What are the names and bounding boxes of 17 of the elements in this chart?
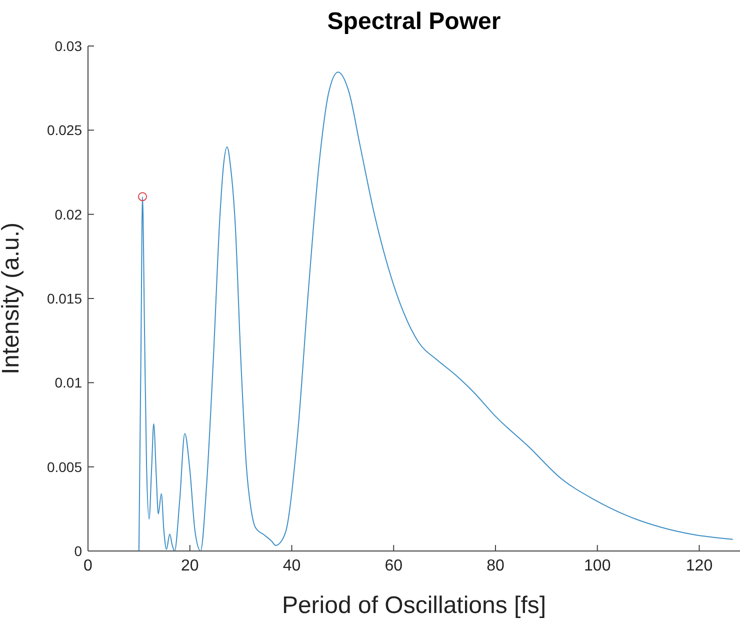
- x-tick-label: 60: [384, 557, 403, 574]
- y-tick-label: 0: [74, 542, 82, 559]
- chart-title: Spectral Power: [326, 8, 502, 36]
- y-tick-label: 0.015: [46, 290, 82, 306]
- y-tick-label: 0.02: [54, 206, 82, 222]
- y-tick-label: 0.03: [54, 38, 82, 54]
- x-axis-title: Period of Oscillations [fs]: [282, 592, 546, 619]
- y-tick-label: 0.005: [46, 458, 82, 475]
- x-tick-label: 20: [180, 557, 199, 574]
- y-axis-title: Intensity (a.u.): [0, 222, 25, 375]
- x-tick-label: 100: [584, 557, 611, 574]
- line-series: [138, 72, 734, 551]
- x-tick-label: 80: [486, 557, 504, 574]
- x-tick-label: 40: [282, 557, 301, 574]
- y-tick-label: 0.025: [46, 122, 82, 138]
- y-tick-label: 0.01: [54, 374, 82, 391]
- x-tick-label: 120: [686, 557, 713, 574]
